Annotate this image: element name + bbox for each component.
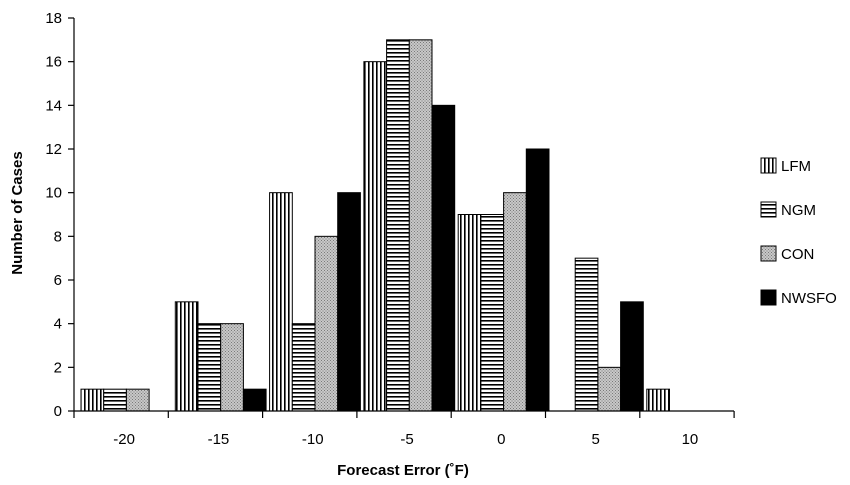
x-tick-label: 10 — [682, 431, 699, 448]
legend-swatch-ngm — [760, 201, 777, 218]
y-tick-label: 18 — [45, 10, 62, 27]
x-tick-label: -20 — [113, 431, 135, 448]
bar-nwsfo-4 — [525, 148, 550, 412]
bar-lfm-4 — [457, 214, 482, 412]
x-tick-label: 5 — [591, 431, 599, 448]
x-tick-label: 0 — [497, 431, 505, 448]
bar-con-0 — [125, 388, 150, 412]
bar-nwsfo-2 — [337, 192, 361, 412]
bar-nwsfo-3 — [431, 104, 456, 412]
y-tick-label: 10 — [45, 185, 62, 202]
tick-labels: 0 2 4 6 8 10 12 14 16 18 -20 -15 -10 -5 0 5 10 — [45, 10, 698, 448]
bar-con-5 — [597, 366, 622, 412]
bar-ngm-0 — [103, 388, 127, 412]
legend-label-lfm: LFM — [781, 158, 811, 175]
bar-lfm-3 — [363, 61, 388, 412]
legend-label-nwsfo: NWSFO — [781, 290, 837, 307]
axes — [68, 17, 735, 418]
bar-ngm-4 — [480, 214, 505, 412]
x-tick-label: -10 — [302, 431, 324, 448]
y-tick-label: 8 — [54, 228, 62, 245]
y-tick-label: 0 — [54, 403, 62, 420]
bar-lfm-6 — [646, 388, 670, 412]
y-tick-label: 6 — [54, 272, 62, 289]
y-tick-label: 4 — [54, 316, 62, 333]
legend-swatch-lfm — [760, 157, 777, 174]
y-tick-label: 14 — [45, 97, 62, 114]
legend: LFM NGM CON NWSFO — [760, 157, 837, 307]
legend-swatch-con — [760, 245, 777, 262]
bar-group — [80, 39, 670, 412]
bar-ngm-3 — [386, 39, 410, 412]
legend-label-ngm: NGM — [781, 202, 816, 219]
bar-con-1 — [220, 323, 244, 412]
legend-swatch-nwsfo — [760, 289, 777, 306]
x-tick-label: -15 — [208, 431, 230, 448]
bar-ngm-2 — [291, 323, 316, 412]
bar-con-4 — [503, 192, 527, 412]
legend-label-con: CON — [781, 246, 814, 263]
y-axis-title: Number of Cases — [9, 151, 26, 274]
x-axis-title: Forecast Error (˚F) — [337, 462, 469, 479]
bar-nwsfo-1 — [242, 388, 267, 412]
y-tick-label: 12 — [45, 141, 62, 158]
y-tick-label: 2 — [54, 359, 62, 376]
bar-lfm-2 — [269, 192, 293, 412]
bar-con-2 — [314, 235, 339, 412]
x-tick-label: -5 — [400, 431, 413, 448]
bar-lfm-1 — [174, 301, 199, 412]
bar-lfm-0 — [80, 388, 105, 412]
bar-ngm-1 — [197, 323, 222, 412]
bar-nwsfo-5 — [620, 301, 644, 412]
y-tick-label: 16 — [45, 54, 62, 71]
bar-con-3 — [408, 39, 433, 412]
bar-ngm-5 — [574, 257, 599, 412]
